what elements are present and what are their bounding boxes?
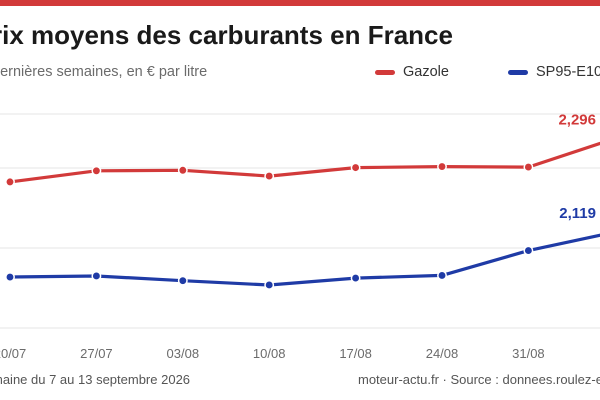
data-point-sp95 (523, 245, 534, 256)
legend-label-gazole: Gazole (403, 64, 449, 80)
legend-item-sp95: SP95-E10 (508, 64, 600, 80)
data-point-sp95 (264, 280, 275, 290)
data-point-gazole (5, 176, 15, 187)
footer-period: maine du 7 au 13 septembre 2026 (0, 372, 191, 387)
end-value-label-gazole: 2,296 (558, 112, 596, 129)
data-point-sp95 (5, 272, 15, 282)
x-tick-label: 27/07 (80, 346, 113, 360)
legend-label-sp95: SP95-E10 (536, 64, 600, 80)
end-value-label-sp95: 2,119 (559, 205, 596, 222)
x-tick-label: 24/08 (426, 346, 459, 360)
chart-title: rix moyens des carburants en France (0, 20, 453, 50)
data-point-sp95 (177, 275, 188, 286)
legend-swatch-sp95 (508, 69, 528, 75)
data-point-sp95 (437, 270, 447, 281)
legend-item-gazole: Gazole (375, 64, 449, 80)
data-point-sp95 (91, 271, 102, 281)
data-point-gazole (264, 171, 275, 182)
x-tick-label: 17/08 (339, 346, 372, 360)
data-point-gazole (523, 162, 534, 173)
data-point-gazole (350, 162, 361, 173)
chart-subtitle: dernières semaines, en € par litre (0, 64, 208, 80)
line-chart: 20/07 27/07 03/08 10/08 17/08 24/08 31/08 2,296… (0, 112, 600, 360)
x-tick-label: 20/07 (0, 346, 26, 360)
legend: Gazole SP95-E10 (0, 64, 600, 82)
series-line-gazole (8, 141, 600, 184)
series-line-sp95 (8, 233, 600, 287)
data-point-gazole (437, 161, 447, 172)
x-tick-label: 10/08 (253, 346, 286, 360)
x-tick-label: 03/08 (167, 346, 200, 360)
data-point-gazole (177, 165, 188, 176)
data-point-sp95 (350, 273, 361, 284)
accent-top-bar (0, 0, 600, 6)
footer-source: moteur-actu.fr · Source : donnees.roulez… (358, 372, 600, 387)
x-tick-label: 31/08 (512, 346, 545, 360)
legend-swatch-gazole (375, 69, 395, 75)
data-point-gazole (91, 165, 102, 176)
